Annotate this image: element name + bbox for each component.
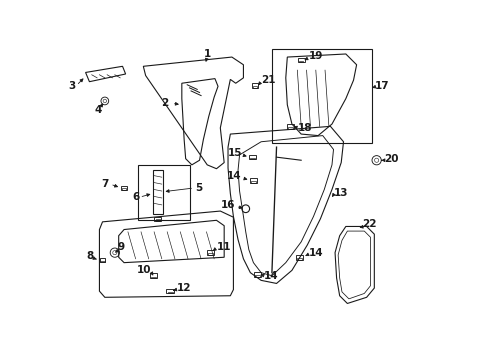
Bar — [272, 49, 372, 143]
Text: 6: 6 — [132, 192, 140, 202]
Text: 18: 18 — [298, 123, 313, 133]
Text: 14: 14 — [264, 271, 279, 281]
Text: 9: 9 — [118, 242, 125, 252]
Text: 15: 15 — [227, 148, 242, 158]
Text: 14: 14 — [227, 171, 242, 181]
Text: 8: 8 — [86, 252, 93, 261]
Text: 14: 14 — [309, 248, 323, 258]
Text: 3: 3 — [69, 81, 76, 91]
Text: 21: 21 — [261, 75, 276, 85]
Text: 19: 19 — [309, 51, 323, 61]
Text: 7: 7 — [101, 179, 109, 189]
Text: 13: 13 — [334, 188, 348, 198]
Text: 22: 22 — [362, 219, 376, 229]
Text: 2: 2 — [162, 98, 169, 108]
Text: 10: 10 — [137, 265, 151, 275]
Text: 5: 5 — [195, 183, 202, 193]
Bar — [138, 165, 190, 220]
Text: 12: 12 — [176, 283, 191, 293]
Text: 16: 16 — [221, 200, 236, 210]
Text: 20: 20 — [384, 154, 399, 164]
Text: 1: 1 — [204, 49, 211, 59]
Text: 17: 17 — [374, 81, 389, 91]
Text: 4: 4 — [95, 105, 102, 115]
Text: 11: 11 — [217, 242, 231, 252]
